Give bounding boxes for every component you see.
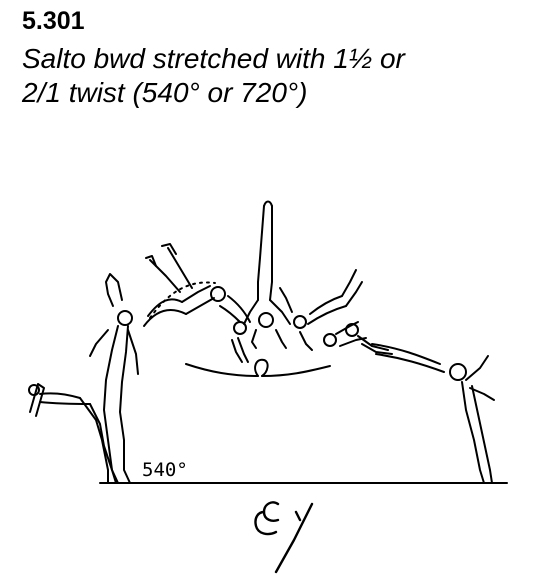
twist-loop bbox=[254, 358, 269, 377]
gymnast-flight-2 bbox=[219, 295, 251, 363]
element-description: Salto bwd stretched with 1½ or 2/1 twist… bbox=[22, 42, 522, 110]
gymnast-upright bbox=[89, 273, 139, 484]
element-description-line-2: 2/1 twist (540° or 720°) bbox=[22, 77, 308, 108]
gymnast-takeoff bbox=[28, 383, 117, 484]
element-code: 5.301 bbox=[22, 7, 85, 35]
twist-arc-right bbox=[261, 365, 331, 377]
flight-arc bbox=[149, 281, 216, 319]
rotation-label: 540° bbox=[142, 459, 188, 481]
gymnast-inverted bbox=[243, 200, 291, 349]
gymnast-flight-3 bbox=[279, 269, 363, 351]
element-description-line-1: Salto bwd stretched with 1½ or bbox=[22, 43, 405, 74]
gymnast-flight-4 bbox=[323, 321, 393, 355]
twist-arc-left bbox=[185, 363, 259, 377]
gymnast-flight-1 bbox=[143, 243, 226, 327]
gymnast-landing bbox=[371, 343, 495, 484]
difficulty-symbol bbox=[254, 501, 314, 574]
